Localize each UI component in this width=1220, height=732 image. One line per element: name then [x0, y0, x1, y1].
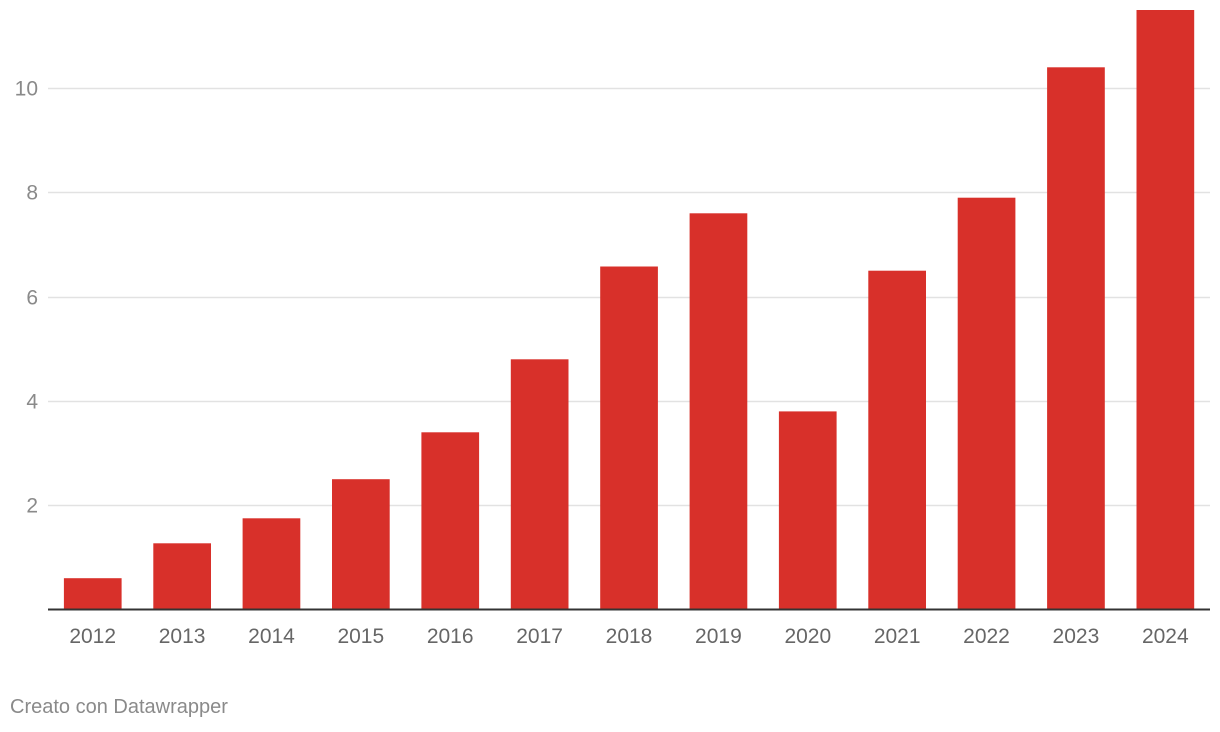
bar-2017	[510, 359, 569, 610]
x-tick-label: 2013	[159, 625, 206, 648]
bar-2016	[421, 432, 480, 610]
bars	[63, 10, 1195, 610]
bar-2013	[153, 543, 211, 610]
x-tick-label: 2014	[248, 625, 295, 648]
bar-2020	[778, 411, 837, 610]
x-tick-label: 2019	[695, 625, 742, 648]
y-tick-label: 8	[26, 182, 38, 205]
y-tick-label: 6	[26, 287, 38, 310]
x-tick-label: 2023	[1053, 625, 1100, 648]
bar-2018	[600, 266, 658, 610]
x-tick-label: 2012	[69, 625, 116, 648]
x-tick-label: 2016	[427, 625, 474, 648]
bar-2021	[868, 270, 926, 610]
y-tick-label: 4	[26, 391, 38, 414]
y-tick-label: 2	[26, 495, 38, 518]
bar-2019	[689, 213, 748, 610]
x-tick-label: 2020	[784, 625, 831, 648]
bar-2015	[332, 479, 390, 610]
x-tick-label: 2024	[1142, 625, 1189, 648]
bar-2022	[957, 197, 1016, 610]
bar-2012	[63, 578, 122, 610]
x-tick-label: 2022	[963, 625, 1010, 648]
x-tick-label: 2017	[516, 625, 563, 648]
x-axis: 2012 2013 2014 2015 2016 2017 2018 2019 2020 2021…	[48, 608, 1210, 648]
y-tick-label: 10	[15, 78, 38, 101]
x-tick-label: 2015	[337, 625, 384, 648]
footer-credit: Creato con Datawrapper	[10, 696, 228, 718]
bar-2023	[1047, 67, 1105, 610]
y-axis: 2 4 6 8 10	[15, 78, 39, 518]
x-tick-label: 2018	[606, 625, 653, 648]
bar-2014	[242, 518, 301, 610]
x-tick-label: 2021	[874, 625, 921, 648]
bar-2024	[1136, 10, 1195, 610]
